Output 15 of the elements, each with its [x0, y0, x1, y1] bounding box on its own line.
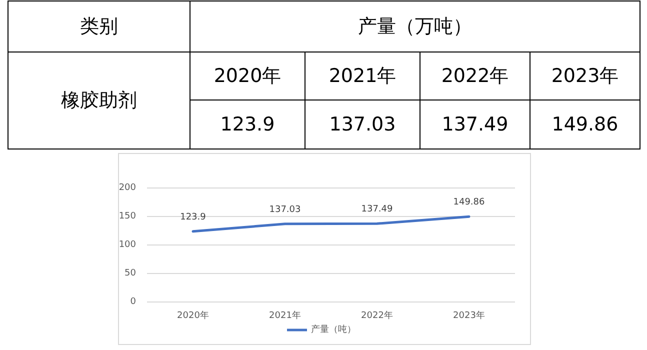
data-label: 137.03: [269, 204, 301, 215]
data-label: 123.9: [180, 212, 206, 222]
y-tick-label: 200: [118, 183, 136, 193]
table: 类别 产量（万吨） 橡胶助剂 2020年 123.9 2021年 137.03 2022年 137.49 2023年 149.86: [8, 0, 640, 150]
x-tick-label: 2022年: [361, 310, 393, 321]
y-tick-label: 0: [130, 297, 136, 307]
x-tick-label: 2023年: [453, 310, 485, 321]
y-tick-label: 50: [124, 268, 136, 278]
x-tick-label: 2020年: [177, 310, 209, 321]
data-label: 137.49: [361, 204, 394, 215]
y-tick-label: 150: [118, 212, 136, 222]
legend-label: 产量（吨）: [311, 324, 356, 335]
data-label: 149.86: [453, 198, 486, 208]
y-tick-label: 100: [118, 240, 136, 250]
x-tick-label: 2021年: [269, 310, 301, 321]
